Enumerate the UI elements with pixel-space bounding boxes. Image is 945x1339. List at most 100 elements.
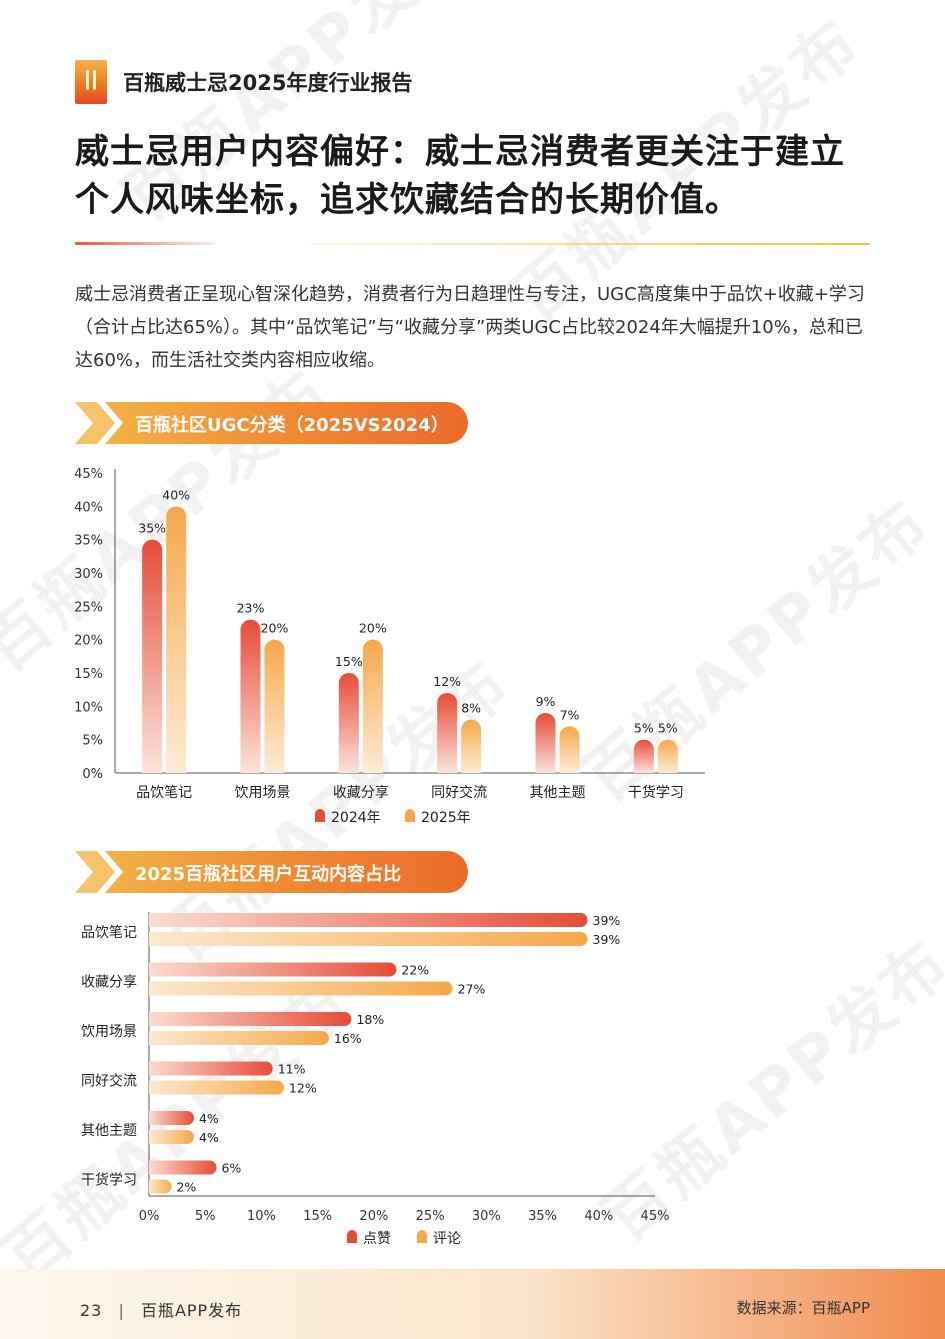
y-tick-label: 饮用场景 bbox=[81, 1024, 137, 1040]
bar bbox=[535, 713, 556, 773]
y-tick-label: 品饮笔记 bbox=[81, 925, 137, 941]
bar bbox=[149, 1031, 329, 1045]
bar bbox=[461, 719, 482, 773]
data-label: 20% bbox=[359, 621, 387, 636]
bar bbox=[149, 1111, 194, 1125]
page-title: 威士忌用户内容偏好：威士忌消费者更关注于建立个人风味坐标，追求饮藏结合的长期价值… bbox=[75, 132, 845, 220]
bar bbox=[437, 693, 458, 773]
bar bbox=[149, 1160, 217, 1175]
y-tick-label: 30% bbox=[74, 567, 103, 582]
bar bbox=[338, 673, 359, 773]
banner-arrow-icon bbox=[75, 402, 468, 444]
y-tick-label: 收藏分享 bbox=[81, 974, 137, 991]
x-tick-label: 10% bbox=[247, 1209, 276, 1224]
y-tick-label: 0% bbox=[82, 767, 103, 782]
data-label: 20% bbox=[261, 621, 289, 636]
data-label: 9% bbox=[536, 694, 556, 709]
data-label: 12% bbox=[433, 674, 461, 689]
page-number: 23 bbox=[80, 1301, 103, 1320]
x-tick-label: 25% bbox=[416, 1209, 445, 1224]
legend-swatch bbox=[417, 1230, 427, 1243]
bar bbox=[149, 1012, 352, 1026]
y-tick-label: 同好交流 bbox=[81, 1073, 137, 1090]
data-label: 39% bbox=[593, 932, 621, 947]
data-source: 数据来源：百瓶APP bbox=[736, 1299, 870, 1317]
x-tick-label: 0% bbox=[139, 1209, 160, 1224]
bar bbox=[166, 506, 187, 773]
data-label: 11% bbox=[278, 1062, 306, 1077]
banner-arrow-icon bbox=[75, 851, 468, 893]
legend-label: 2024年 bbox=[331, 810, 381, 826]
footer-separator: | bbox=[118, 1301, 125, 1320]
bar bbox=[149, 932, 588, 946]
interaction-share-bar-chart: 0% 5% 10% 15% 20% 25% 30% 35% 40% 45% 39% 39% 品饮笔记 22… bbox=[81, 912, 670, 1247]
chart-title: 2025百瓶社区用户互动内容占比 bbox=[135, 864, 402, 885]
bar bbox=[149, 962, 397, 977]
x-tick-label: 品饮笔记 bbox=[136, 785, 192, 801]
ugc-category-bar-chart: 0% 5% 10% 15% 20% 25% 30% 35% 40% 45% 35% 40% 品饮笔记 23… bbox=[74, 467, 705, 826]
x-tick-label: 40% bbox=[584, 1209, 613, 1224]
data-label: 4% bbox=[199, 1111, 219, 1126]
data-label: 5% bbox=[658, 721, 678, 736]
y-tick-label: 40% bbox=[74, 500, 103, 515]
x-tick-label: 45% bbox=[641, 1209, 670, 1224]
section-banner-ugc: 百瓶社区UGC分类（2025VS2024） bbox=[75, 402, 475, 444]
legend-swatch bbox=[347, 1230, 357, 1243]
data-label: 16% bbox=[334, 1031, 362, 1046]
y-tick-label: 45% bbox=[74, 467, 103, 482]
x-tick-label: 饮用场景 bbox=[235, 785, 291, 801]
chart-title: 百瓶社区UGC分类（2025VS2024） bbox=[135, 415, 449, 436]
bar bbox=[149, 1130, 194, 1144]
footer-left: 23 | 百瓶APP发布 bbox=[80, 1297, 242, 1321]
data-label: 6% bbox=[221, 1161, 241, 1176]
legend-swatch bbox=[315, 809, 325, 822]
data-label: 40% bbox=[162, 487, 190, 502]
x-tick-label: 20% bbox=[359, 1209, 388, 1224]
y-tick-label: 20% bbox=[74, 634, 103, 649]
y-tick-label: 25% bbox=[74, 600, 103, 615]
page-footer: 23 | 百瓶APP发布 数据来源：百瓶APP bbox=[0, 1269, 945, 1339]
x-tick-label: 15% bbox=[303, 1209, 332, 1224]
data-label: 39% bbox=[593, 913, 621, 928]
data-label: 12% bbox=[289, 1081, 317, 1096]
data-label: 2% bbox=[176, 1180, 196, 1195]
y-tick-label: 其他主题 bbox=[81, 1123, 137, 1139]
data-label: 7% bbox=[560, 707, 580, 722]
report-header: 百瓶威士忌2025年度行业报告 bbox=[75, 60, 412, 104]
data-label: 22% bbox=[401, 963, 429, 978]
bar bbox=[264, 639, 285, 773]
data-label: 27% bbox=[458, 982, 486, 997]
bar bbox=[142, 539, 163, 773]
report-title: 百瓶威士忌2025年度行业报告 bbox=[123, 71, 413, 95]
y-tick-label: 15% bbox=[74, 667, 103, 682]
data-label: 23% bbox=[237, 601, 265, 616]
x-tick-label: 同好交流 bbox=[431, 784, 487, 801]
bar bbox=[149, 1061, 273, 1076]
x-tick-label: 收藏分享 bbox=[333, 784, 389, 801]
y-tick-label: 35% bbox=[74, 534, 103, 549]
legend-label: 点赞 bbox=[363, 1231, 391, 1247]
bar bbox=[149, 913, 588, 927]
x-tick-label: 干货学习 bbox=[628, 784, 684, 801]
x-tick-label: 其他主题 bbox=[530, 785, 586, 801]
legend-label: 2025年 bbox=[421, 810, 471, 826]
bar bbox=[240, 619, 261, 773]
brand-logo-icon bbox=[75, 60, 107, 104]
y-tick-label: 5% bbox=[82, 734, 103, 749]
data-label: 8% bbox=[461, 701, 481, 716]
title-divider bbox=[75, 242, 215, 245]
bar bbox=[362, 639, 383, 773]
y-tick-label: 干货学习 bbox=[81, 1172, 137, 1189]
bar bbox=[149, 981, 453, 996]
bar bbox=[657, 739, 678, 773]
bar bbox=[149, 1080, 284, 1095]
data-label: 15% bbox=[335, 654, 363, 669]
data-label: 35% bbox=[138, 521, 166, 536]
x-tick-label: 35% bbox=[528, 1209, 557, 1224]
section-banner-interaction: 2025百瓶社区用户互动内容占比 bbox=[75, 851, 475, 893]
data-label: 18% bbox=[356, 1012, 384, 1027]
y-tick-label: 10% bbox=[74, 700, 103, 715]
legend-label: 评论 bbox=[433, 1231, 461, 1247]
x-tick-label: 5% bbox=[195, 1209, 216, 1224]
bar bbox=[149, 1179, 172, 1194]
